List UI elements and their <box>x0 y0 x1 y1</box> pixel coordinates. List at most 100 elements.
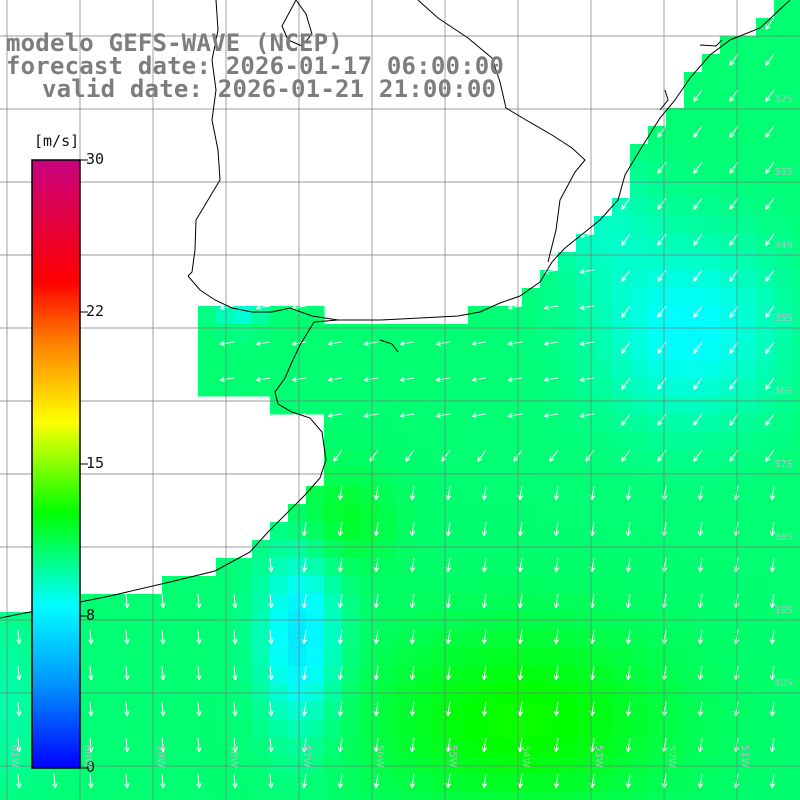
wind-arrow <box>625 665 632 681</box>
wind-speed-cell <box>522 774 541 793</box>
wind-speed-cell <box>378 432 397 451</box>
wind-speed-cell <box>432 756 451 775</box>
wind-speed-cell <box>756 576 775 595</box>
wind-arrow <box>553 773 560 789</box>
wind-arrow <box>579 268 595 275</box>
wind-arrow <box>337 629 344 645</box>
wind-speed-cell <box>306 792 325 800</box>
wind-speed-cell <box>702 774 721 793</box>
wind-speed-cell <box>594 738 613 757</box>
wind-arrow <box>196 593 202 609</box>
wind-speed-cell <box>666 576 685 595</box>
wind-arrow <box>327 340 343 347</box>
wind-speed-cell <box>630 522 649 541</box>
wind-speed-cell <box>540 774 559 793</box>
wind-arrow <box>196 629 202 645</box>
wind-speed-cell <box>648 414 667 433</box>
wind-speed-cell <box>702 522 721 541</box>
wind-speed-cell <box>666 306 685 325</box>
wind-arrow <box>399 340 415 347</box>
wind-speed-cell <box>252 702 271 721</box>
wind-speed-cell <box>432 504 451 523</box>
wind-speed-cell <box>630 198 649 217</box>
wind-speed-cell <box>774 126 793 145</box>
wind-speed-cell <box>378 450 397 469</box>
wind-speed-cell <box>720 720 739 739</box>
wind-speed-cell <box>432 432 451 451</box>
wind-speed-cell <box>576 594 595 613</box>
wind-speed-cell <box>324 468 343 487</box>
wind-speed-cell <box>180 612 199 631</box>
wind-speed-cell <box>792 306 800 325</box>
wind-speed-cell <box>792 396 800 415</box>
wind-speed-cell <box>702 90 721 109</box>
wind-speed-cell <box>558 612 577 631</box>
wind-speed-cell <box>378 630 397 649</box>
wind-speed-cell <box>702 198 721 217</box>
wind-speed-cell <box>774 612 793 631</box>
wind-arrow <box>657 125 667 138</box>
wind-speed-cell <box>414 414 433 433</box>
wind-speed-cell <box>792 252 800 271</box>
wind-speed-cell <box>702 720 721 739</box>
wind-speed-cell <box>396 396 415 415</box>
wind-speed-cell <box>738 774 757 793</box>
wind-speed-cell <box>288 576 307 595</box>
wind-speed-cell <box>684 432 703 451</box>
wind-speed-cell <box>252 756 271 775</box>
wind-speed-cell <box>360 468 379 487</box>
wind-speed-cell <box>684 486 703 505</box>
wind-speed-cell <box>648 180 667 199</box>
latitude-label: 36S <box>774 386 794 397</box>
wind-speed-cell <box>306 540 325 559</box>
wind-speed-cell <box>504 720 523 739</box>
wind-speed-cell <box>648 630 667 649</box>
wind-speed-cell <box>684 90 703 109</box>
wind-arrow <box>373 593 380 609</box>
wind-speed-cell <box>594 234 613 253</box>
wind-speed-cell <box>576 234 595 253</box>
wind-speed-cell <box>666 756 685 775</box>
wind-arrow <box>693 233 703 246</box>
wind-speed-cell <box>486 594 505 613</box>
wind-speed-cell <box>576 630 595 649</box>
wind-speed-cell <box>612 450 631 469</box>
wind-speed-cell <box>702 54 721 73</box>
wind-speed-cell <box>486 306 505 325</box>
wind-speed-cell <box>324 720 343 739</box>
wind-arrow <box>507 340 523 347</box>
wind-speed-cell <box>702 756 721 775</box>
wind-speed-cell <box>684 666 703 685</box>
wind-speed-cell <box>432 396 451 415</box>
wind-speed-cell <box>738 792 757 800</box>
wind-speed-cell <box>288 702 307 721</box>
wind-speed-cell <box>666 558 685 577</box>
wind-speed-cell <box>558 720 577 739</box>
wind-arrow <box>765 233 775 246</box>
wind-speed-cell <box>522 792 541 800</box>
longitude-label: 53W <box>593 745 604 768</box>
wind-speed-cell <box>774 414 793 433</box>
wind-speed-cell <box>738 504 757 523</box>
wind-arrow <box>268 773 274 789</box>
wind-speed-cell <box>792 702 800 721</box>
latitude-label: 38S <box>774 532 794 543</box>
wind-speed-cell <box>738 756 757 775</box>
wind-speed-cell <box>504 774 523 793</box>
wind-speed-cell <box>720 360 739 379</box>
wind-speed-cell <box>666 702 685 721</box>
wind-arrow <box>553 485 560 501</box>
wind-speed-cell <box>324 432 343 451</box>
wind-arrow <box>765 305 775 318</box>
wind-arrow <box>183 376 199 383</box>
wind-arrow <box>765 413 775 426</box>
wind-speed-cell <box>702 612 721 631</box>
wind-speed-cell <box>342 504 361 523</box>
wind-speed-cell <box>324 522 343 541</box>
wind-speed-cell <box>702 378 721 397</box>
wind-speed-cell <box>648 306 667 325</box>
wind-speed-cell <box>648 720 667 739</box>
wind-speed-cell <box>450 648 469 667</box>
wind-speed-cell <box>774 432 793 451</box>
